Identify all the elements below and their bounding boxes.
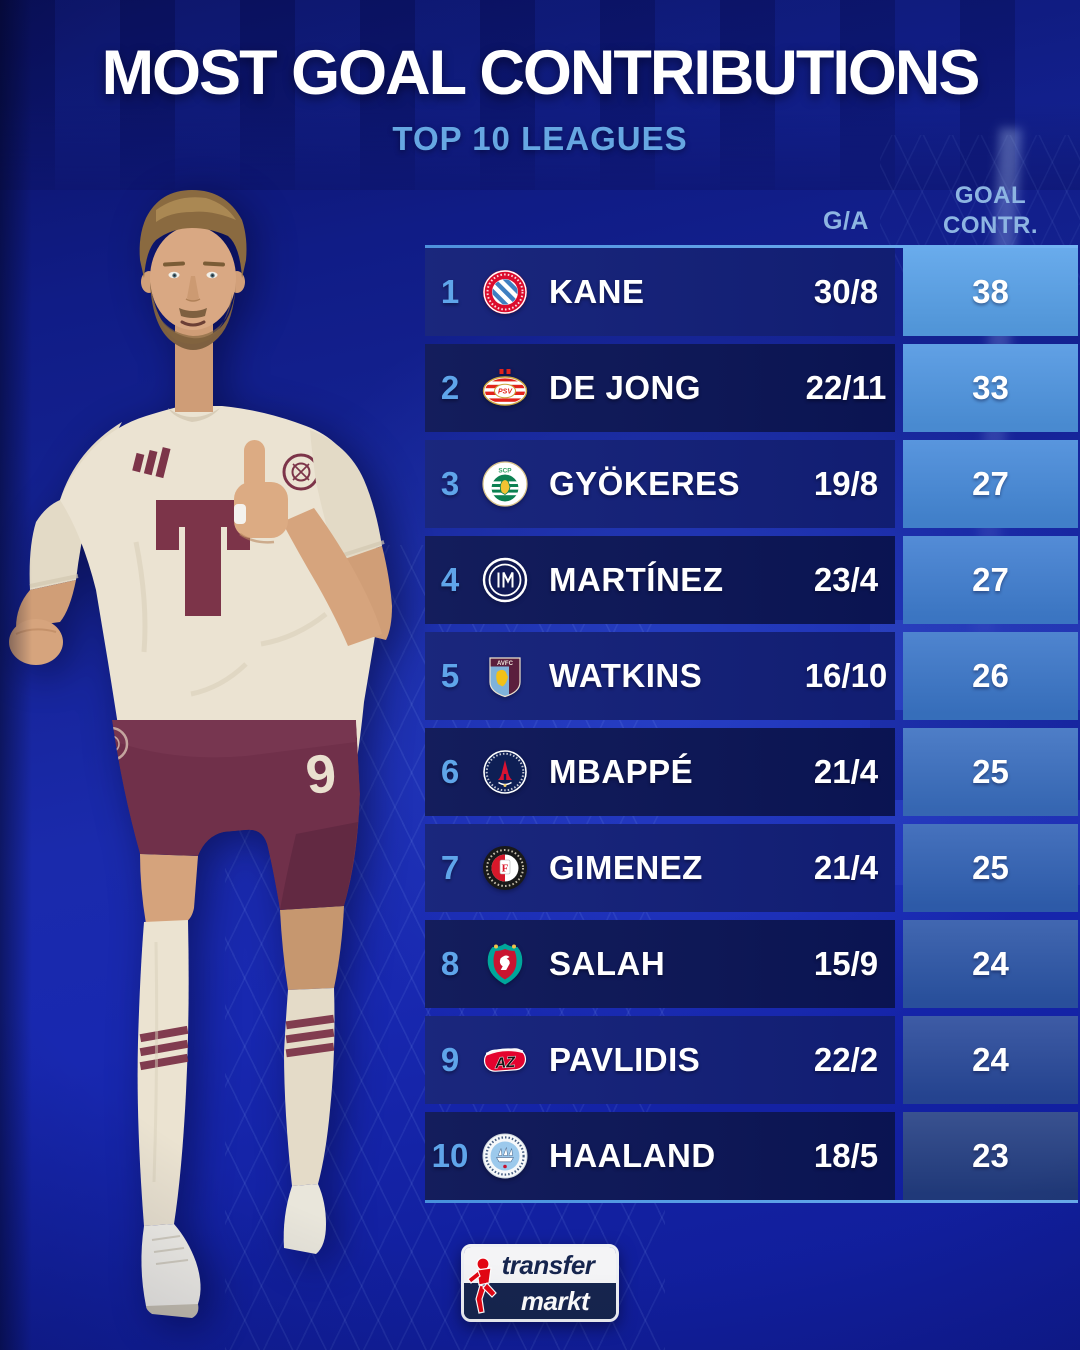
- rank-number: 6: [440, 753, 460, 790]
- goal-contrib-cell: 23: [903, 1112, 1078, 1200]
- table-row: 7 F GIMENEZ 21/4 25: [425, 824, 1078, 912]
- goal-contrib-cell: 25: [903, 728, 1078, 816]
- table-row: 9 AZ PAVLIDIS 22/2 24: [425, 1016, 1078, 1104]
- goal-contrib-header-line1: GOAL: [954, 182, 1027, 210]
- player-name: MARTÍNEZ: [549, 561, 724, 598]
- player-name: MBAPPÉ: [549, 753, 694, 790]
- svg-text:AZ: AZ: [494, 1054, 517, 1072]
- player-name: KANE: [549, 273, 645, 310]
- table-row: 2 PSV DE JONG 22/11 33: [425, 344, 1078, 432]
- transfermarkt-logo: transfer markt: [461, 1244, 619, 1322]
- player-name: SALAH: [549, 945, 666, 982]
- ga-value: 23/4: [813, 561, 879, 598]
- svg-text:9: 9: [303, 743, 339, 806]
- aston-villa-badge-icon: AVFC: [475, 653, 535, 699]
- ga-value: 22/2: [813, 1041, 879, 1078]
- rank-number: 7: [440, 849, 460, 886]
- rank-number: 8: [440, 945, 460, 982]
- table-row: 3 SCP GYÖKERES 19/8 27: [425, 440, 1078, 528]
- player-name: GIMENEZ: [549, 849, 703, 886]
- svg-text:SCP: SCP: [498, 468, 512, 475]
- ga-value: 16/10: [804, 657, 888, 694]
- ga-value: 21/4: [813, 849, 879, 886]
- player-photo-kane: 9: [9, 190, 392, 1318]
- svg-text:PSV: PSV: [498, 389, 513, 396]
- feyenoord-badge-icon: F: [475, 845, 535, 891]
- rank-number: 5: [440, 657, 460, 694]
- table-row: 8 SALAH 15/9 24: [425, 920, 1078, 1008]
- table-row: 5 AVFC WATKINS 16/10 26: [425, 632, 1078, 720]
- psg-badge-icon: [475, 749, 535, 795]
- ranking-table: 1 KANE 30/8 38 2: [425, 248, 1078, 1200]
- table-row: 10 HAALAND 18/5 23: [425, 1112, 1078, 1200]
- rank-number: 3: [440, 465, 460, 502]
- table-row: 4 MARTÍNEZ 23/4 27: [425, 536, 1078, 624]
- rank-number: 2: [440, 369, 460, 406]
- rank-number: 9: [440, 1041, 460, 1078]
- player-name: WATKINS: [549, 657, 703, 694]
- rank-number: 1: [440, 273, 460, 310]
- table-bottom-divider: [425, 1200, 1078, 1203]
- player-name: PAVLIDIS: [549, 1041, 701, 1078]
- ga-value: 15/9: [813, 945, 879, 982]
- rank-number: 4: [440, 561, 460, 598]
- goal-contrib-header-line2: CONTR.: [943, 211, 1038, 239]
- goal-contrib-cell: 27: [903, 440, 1078, 528]
- table-row: 6 MBAPPÉ 21/4 25: [425, 728, 1078, 816]
- goal-contrib-cell: 24: [903, 1016, 1078, 1104]
- ga-value: 30/8: [813, 273, 879, 310]
- svg-text:F: F: [502, 863, 509, 875]
- player-name: GYÖKERES: [549, 465, 741, 502]
- manchester-city-badge-icon: [475, 1133, 535, 1179]
- ga-value: 18/5: [813, 1137, 879, 1174]
- transfermarkt-player-icon: [467, 1257, 497, 1314]
- ga-value: 19/8: [813, 465, 879, 502]
- svg-text:AVFC: AVFC: [497, 661, 514, 667]
- bayern-munich-badge-icon: [475, 269, 535, 315]
- goal-contrib-cell: 24: [903, 920, 1078, 1008]
- ga-value: 21/4: [813, 753, 879, 790]
- page-subtitle: TOP 10 LEAGUES: [392, 120, 688, 157]
- sporting-cp-badge-icon: SCP: [475, 461, 535, 507]
- goal-contrib-column-header: GOAL CONTR.: [903, 181, 1078, 240]
- table-row: 1 KANE 30/8 38: [425, 248, 1078, 336]
- goal-contrib-cell: 27: [903, 536, 1078, 624]
- player-name: DE JONG: [549, 369, 702, 406]
- rank-number: 10: [431, 1137, 469, 1174]
- player-name: HAALAND: [549, 1137, 716, 1174]
- ga-value: 22/11: [805, 369, 887, 406]
- table-column-headers: G/A GOAL CONTR.: [425, 168, 1078, 242]
- az-alkmaar-badge-icon: AZ: [475, 1037, 535, 1083]
- psv-eindhoven-badge-icon: PSV: [475, 365, 535, 411]
- goal-contrib-cell: 33: [903, 344, 1078, 432]
- inter-milan-badge-icon: [475, 557, 535, 603]
- goal-contrib-cell: 25: [903, 824, 1078, 912]
- ga-column-header: G/A: [823, 207, 869, 235]
- goal-contrib-cell: 38: [903, 248, 1078, 336]
- goal-contrib-cell: 26: [903, 632, 1078, 720]
- page-title: MOST GOAL CONTRIBUTIONS: [101, 38, 981, 108]
- liverpool-badge-icon: [475, 941, 535, 987]
